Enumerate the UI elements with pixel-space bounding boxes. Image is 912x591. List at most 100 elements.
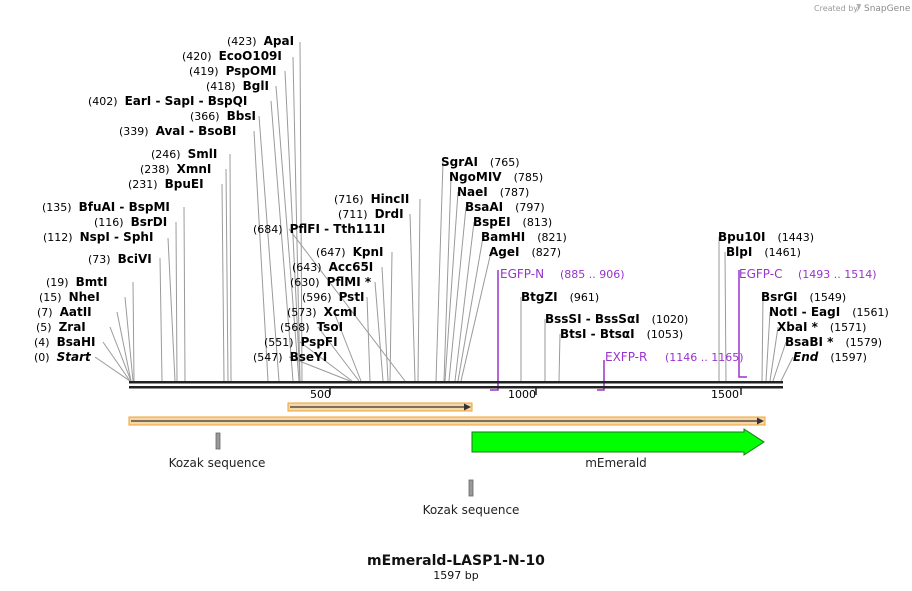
site-bsahi[interactable]: BsaHI [57, 335, 96, 349]
site-btsi[interactable]: BtsI - BtsαI [560, 327, 635, 341]
site-bfuai[interactable]: BfuAI - BspMI [79, 200, 170, 214]
site-position-eari: (402) [88, 95, 118, 108]
site-btgzi[interactable]: BtgZI [521, 290, 558, 304]
memerald-feature-arrow[interactable] [471, 428, 765, 456]
site-xmni[interactable]: XmnI [177, 162, 212, 176]
site-hincii[interactable]: HincII [371, 192, 410, 206]
site-smli[interactable]: SmlI [188, 147, 218, 161]
orf-arrow-short[interactable] [287, 402, 473, 412]
site-bsssi[interactable]: BssSI - BssSαI [545, 312, 640, 326]
site-xcmi[interactable]: XcmI [324, 305, 357, 319]
site-zrai[interactable]: ZraI [59, 320, 86, 334]
primer-egfp-c-range: (1493 .. 1514) [798, 268, 877, 281]
primer-egfp-n-name: EGFP-N [500, 267, 544, 281]
site-position-bmti: (19) [46, 276, 69, 289]
site-eari[interactable]: EarI - SapI - BspQI [125, 94, 248, 108]
site-apai[interactable]: ApaI [264, 34, 294, 48]
site-bsrgi[interactable]: BsrGI [761, 290, 798, 304]
site-agei[interactable]: AgeI [489, 245, 519, 259]
tick-label-1000: 1000 [508, 388, 536, 401]
site-naei[interactable]: NaeI [457, 185, 488, 199]
scale-ticks [329, 388, 742, 395]
feature-label-kozak-1: Kozak sequence [169, 456, 266, 470]
restriction-site-labels: (0) Start(4) BsaHI(5) ZraI(7) AatII(15) NheI(… [34, 34, 889, 364]
site-position-bfuai: (135) [42, 201, 72, 214]
site-position-bamhi: (821) [537, 231, 567, 244]
site-position-btsi: (1053) [647, 328, 684, 341]
site-position-kpni: (647) [316, 246, 346, 259]
site-position-bsaai: (797) [515, 201, 545, 214]
site-position-start: (0) [34, 351, 50, 364]
site-xbai[interactable]: XbaI * [777, 320, 819, 334]
site-pflmi[interactable]: PflMI * [327, 275, 372, 289]
site-ngomiv[interactable]: NgoMIV [449, 170, 502, 184]
site-start[interactable]: Start [57, 350, 92, 364]
site-position-bsrgi: (1549) [810, 291, 847, 304]
site-position-avai: (339) [119, 125, 149, 138]
site-position-bsssi: (1020) [652, 313, 689, 326]
primer-egfp-c-marker [738, 270, 747, 378]
site-aatii[interactable]: AatII [60, 305, 92, 319]
site-ecoo109i[interactable]: EcoO109I [219, 49, 282, 63]
site-position-aatii: (7) [37, 306, 53, 319]
site-position-bgli: (418) [206, 80, 236, 93]
site-position-btgzi: (961) [570, 291, 600, 304]
backbone-bottom-strand [129, 386, 783, 389]
site-bbsi[interactable]: BbsI [227, 109, 256, 123]
site-position-bsrdi: (116) [94, 216, 124, 229]
site-bmti[interactable]: BmtI [76, 275, 108, 289]
site-position-xmni: (238) [140, 163, 170, 176]
site-psti[interactable]: PstI [339, 290, 365, 304]
site-kpni[interactable]: KpnI [353, 245, 384, 259]
site-position-xcmi: (573) [287, 306, 317, 319]
site-position-nspi: (112) [43, 231, 73, 244]
site-position-tsoi: (568) [280, 321, 310, 334]
site-position-end: (1597) [830, 351, 867, 364]
site-position-pflfi: (684) [253, 223, 283, 236]
site-position-sgrai: (765) [490, 156, 520, 169]
site-position-pspomi: (419) [189, 65, 219, 78]
site-position-xbai: (1571) [830, 321, 867, 334]
site-acc65i[interactable]: Acc65I [329, 260, 374, 274]
site-nspi[interactable]: NspI - SphI [80, 230, 154, 244]
primer-egfp-n-range: (885 .. 906) [560, 268, 625, 281]
site-avai[interactable]: AvaI - BsoBI [156, 124, 237, 138]
site-blpi[interactable]: BlpI [726, 245, 752, 259]
site-position-bspei: (813) [523, 216, 553, 229]
site-pspomi[interactable]: PspOMI [226, 64, 277, 78]
site-tsoi[interactable]: TsoI [317, 320, 343, 334]
site-position-bseyi: (547) [253, 351, 283, 364]
tick-label-1500: 1500 [711, 388, 739, 401]
site-drdi[interactable]: DrdI [375, 207, 404, 221]
site-position-smli: (246) [151, 148, 181, 161]
site-bpuei[interactable]: BpuEI [165, 177, 204, 191]
site-position-bsabi: (1579) [845, 336, 882, 349]
site-bseyi[interactable]: BseYI [290, 350, 328, 364]
site-bspei[interactable]: BspEI [473, 215, 511, 229]
site-position-bpuei: (231) [128, 178, 158, 191]
site-bamhi[interactable]: BamHI [481, 230, 525, 244]
site-bsaai[interactable]: BsaAI [465, 200, 503, 214]
site-position-bpu10i: (1443) [777, 231, 814, 244]
site-pflfi[interactable]: PflFI - Tth111I [290, 222, 386, 236]
site-position-ecoo109i: (420) [182, 50, 212, 63]
site-nhei[interactable]: NheI [69, 290, 100, 304]
orf-arrow-long[interactable] [128, 416, 766, 426]
site-position-apai: (423) [227, 35, 257, 48]
site-position-pflmi: (630) [290, 276, 320, 289]
site-bgli[interactable]: BglI [243, 79, 269, 93]
kozak-feature-2[interactable] [468, 479, 474, 497]
site-bcivi[interactable]: BciVI [118, 252, 152, 266]
site-bsrdi[interactable]: BsrDI [131, 215, 168, 229]
site-bsabi[interactable]: BsaBI * [785, 335, 834, 349]
site-position-drdi: (711) [338, 208, 368, 221]
site-position-noti: (1561) [852, 306, 889, 319]
site-noti[interactable]: NotI - EagI [769, 305, 840, 319]
kozak-feature-1[interactable] [215, 432, 221, 450]
site-pspfi[interactable]: PspFI [301, 335, 338, 349]
site-end[interactable]: End [793, 350, 819, 364]
site-bpu10i[interactable]: Bpu10I [718, 230, 765, 244]
site-sgrai[interactable]: SgrAI [441, 155, 478, 169]
primer-egfp-n-marker [490, 270, 499, 391]
